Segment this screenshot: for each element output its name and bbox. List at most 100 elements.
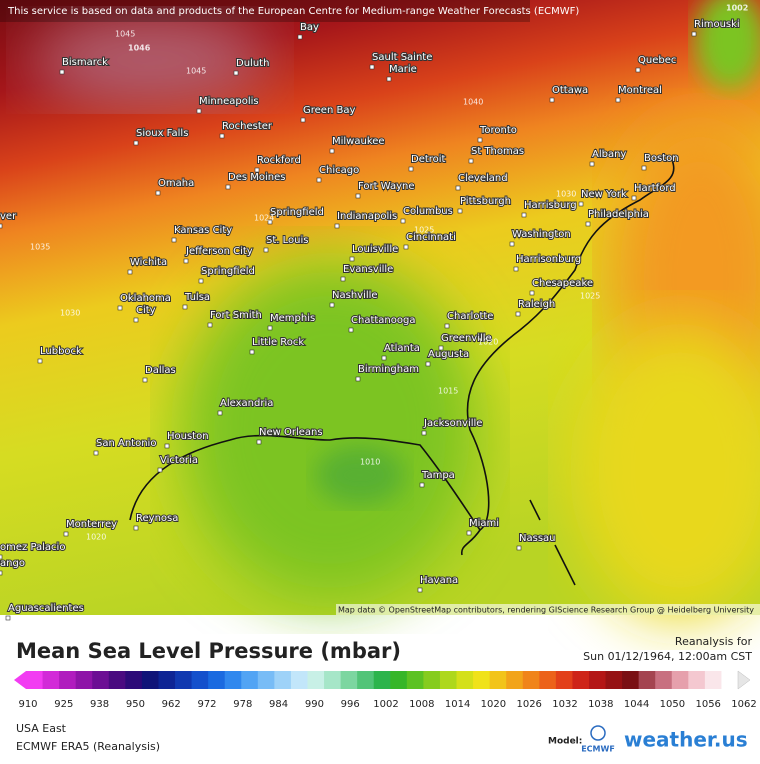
- city-label: Sioux Falls: [136, 128, 188, 139]
- city-label: San Antonio: [96, 438, 156, 449]
- pressure-label: 1002: [726, 4, 748, 13]
- city-label: Omaha: [158, 178, 194, 189]
- pressure-label: 1020: [478, 338, 498, 347]
- pressure-label: 1020: [86, 533, 106, 542]
- colorbar-segment: [191, 671, 209, 689]
- colorbar-tick-label: 1020: [481, 699, 506, 710]
- ecmwf-icon: [590, 725, 606, 741]
- city-marker: [329, 148, 335, 154]
- model-logo: ECMWF: [581, 745, 615, 754]
- city-label: Toronto: [479, 125, 517, 136]
- city-marker: [233, 70, 239, 76]
- city-marker: [509, 241, 515, 247]
- city-label: Cincinnati: [406, 232, 456, 243]
- city-marker: [93, 450, 99, 456]
- city-label: Bay: [300, 22, 319, 33]
- city-marker: [466, 530, 472, 536]
- city-label: Havana: [420, 575, 458, 586]
- pressure-area: [570, 320, 760, 620]
- city-label: Nassau: [519, 533, 556, 544]
- city-label: Columbus: [403, 206, 453, 217]
- colorbar-segment: [141, 671, 159, 689]
- city-label: City: [136, 305, 156, 316]
- city-marker: [249, 349, 255, 355]
- colorbar-tick-label: 972: [197, 699, 216, 710]
- city-label: Fort Smith: [210, 310, 262, 321]
- city-marker: [0, 223, 3, 229]
- city-label: Louisville: [352, 244, 398, 255]
- city-label: ango: [0, 558, 25, 569]
- city-label: Alexandria: [220, 398, 273, 409]
- city-marker: [369, 64, 375, 70]
- city-label: Minneapolis: [199, 96, 259, 107]
- colorbar-tick-label: 1014: [445, 699, 470, 710]
- city-marker: [400, 218, 406, 224]
- city-label: Harrisburg: [524, 200, 577, 211]
- colorbar-segment: [622, 671, 640, 689]
- city-marker: [521, 212, 527, 218]
- city-marker: [578, 201, 584, 207]
- colorbar-segment: [671, 671, 689, 689]
- city-marker: [381, 355, 387, 361]
- city-label: Fort Wayne: [358, 181, 415, 192]
- colorbar-tick-label: 990: [305, 699, 324, 710]
- city-label: Charlotte: [447, 311, 493, 322]
- colorbar-segment: [42, 671, 60, 689]
- city-label: New Orleans: [259, 427, 323, 438]
- coastline: [129, 159, 675, 586]
- colorbar-tick-label: 950: [126, 699, 145, 710]
- pressure-label: 1024: [254, 214, 274, 223]
- colorbar-segment: [522, 671, 540, 689]
- legend-title: Mean Sea Level Pressure (mbar): [16, 639, 401, 663]
- city-marker: [117, 305, 123, 311]
- colorbar-segment: [26, 671, 44, 689]
- city-marker: [155, 190, 161, 196]
- city-label: Duluth: [236, 58, 269, 69]
- colorbar: [14, 670, 751, 690]
- colorbar-segment: [224, 671, 242, 689]
- city-marker: [133, 140, 139, 146]
- time-label: Reanalysis for: [675, 635, 753, 648]
- colorbar-tick-label: 938: [90, 699, 109, 710]
- city-label: Cleveland: [458, 173, 508, 184]
- colorbar-segment: [688, 671, 706, 689]
- city-label: Lubbock: [40, 346, 82, 357]
- city-marker: [219, 133, 225, 139]
- city-label: Chesapeake: [532, 278, 593, 289]
- city-label: Hartford: [634, 183, 676, 194]
- city-marker: [516, 545, 522, 551]
- city-label: Little Rock: [252, 337, 304, 348]
- pressure-label: 1040: [463, 98, 483, 107]
- city-marker: [183, 258, 189, 264]
- city-marker: [157, 467, 163, 473]
- city-label: omez Palacio: [0, 542, 65, 553]
- colorbar-tick-label: 1032: [552, 699, 577, 710]
- city-marker: [425, 361, 431, 367]
- colorbar-tick-label: 925: [54, 699, 73, 710]
- city-label: Rockford: [257, 155, 301, 166]
- pressure-area: [30, 15, 270, 105]
- colorbar-tick-label: 962: [162, 699, 181, 710]
- city-marker: [316, 177, 322, 183]
- city-marker: [300, 117, 306, 123]
- city-marker: [348, 327, 354, 333]
- city-label: Boston: [644, 153, 679, 164]
- city-label: Tampa: [421, 470, 455, 481]
- city-label: Rochester: [222, 121, 273, 132]
- city-marker: [37, 358, 43, 364]
- pressure-area: [315, 445, 405, 505]
- colorbar-segment: [390, 671, 408, 689]
- city-marker: [133, 525, 139, 531]
- colorbar-tick-label: 1050: [660, 699, 685, 710]
- pressure-label: 1015: [438, 387, 458, 396]
- city-marker: [297, 34, 303, 40]
- colorbar-segment: [456, 671, 474, 689]
- city-label: Green Bay: [303, 105, 355, 116]
- pressure-area: [695, 0, 760, 90]
- colorbar-tick-label: 1038: [588, 699, 613, 710]
- city-marker: [355, 376, 361, 382]
- city-label: Jefferson City: [185, 246, 253, 257]
- city-label: Victoria: [160, 455, 198, 466]
- colorbar-segment: [241, 671, 259, 689]
